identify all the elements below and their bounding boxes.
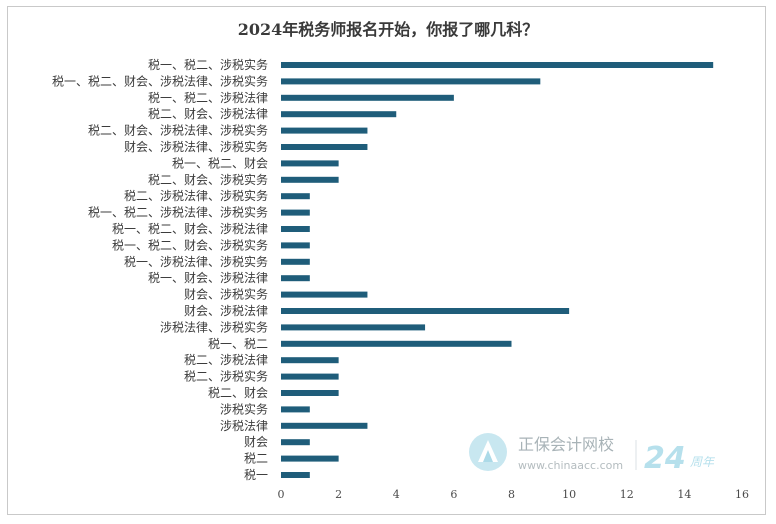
category-label: 税一 [244, 468, 268, 482]
bar [281, 357, 339, 364]
x-tick-label: 0 [278, 488, 285, 501]
bar [281, 422, 368, 429]
category-label: 税一、税二、财会 [172, 156, 268, 170]
bar [281, 291, 368, 298]
x-tick-label: 6 [450, 488, 457, 501]
chart-frame [7, 6, 766, 515]
bar [281, 472, 310, 478]
category-label: 财会、涉税法律 [184, 304, 268, 318]
category-label: 税一、税二、涉税法律 [148, 91, 268, 105]
bar [281, 258, 310, 265]
chinaacc-logo-icon [469, 433, 507, 471]
bar [281, 226, 310, 232]
watermark-anniv-text: 周年 [690, 455, 716, 469]
category-label: 税一、涉税法律、涉税实务 [124, 254, 268, 269]
category-label: 税二、财会、涉税实务 [148, 172, 268, 187]
category-label: 税二 [244, 452, 268, 466]
bar [281, 144, 368, 150]
x-tick-label: 8 [508, 488, 515, 501]
category-label: 税一、税二、涉税实务 [148, 57, 268, 72]
category-label: 税一、税二、财会、涉税法律、涉税实务 [52, 73, 268, 88]
category-label: 税一、财会、涉税法律 [148, 271, 268, 285]
x-tick-label: 16 [735, 488, 749, 501]
bar [281, 111, 397, 118]
category-label: 涉税法律 [220, 419, 268, 433]
category-labels: 税一、税二、涉税实务税一、税二、财会、涉税法律、涉税实务税一、税二、涉税法律税二… [52, 57, 268, 482]
x-tick-label: 10 [562, 488, 576, 501]
category-label: 涉税法律、涉税实务 [160, 319, 268, 334]
category-label: 财会、涉税实务 [184, 287, 268, 302]
x-tick-label: 12 [620, 488, 634, 501]
chart-title: 2024年税务师报名开始，你报了哪几科？ [237, 20, 539, 39]
bar [281, 390, 339, 396]
x-tick-label: 14 [677, 488, 691, 501]
watermark: 正保会计网校 www.chinaacc.com 24 周年 [469, 433, 716, 476]
x-axis-ticks: 0 2 4 6 8 10 12 14 16 [278, 488, 750, 501]
bar [281, 242, 310, 249]
bar [281, 406, 310, 413]
bar [281, 275, 310, 282]
x-tick-label: 4 [393, 488, 400, 501]
category-label: 财会、涉税法律、涉税实务 [124, 139, 268, 154]
category-label: 税一、税二、财会、涉税法律 [112, 222, 268, 236]
bar [281, 324, 426, 331]
bar [281, 62, 714, 68]
bar [281, 193, 310, 200]
bar [281, 127, 368, 134]
watermark-name: 正保会计网校 [518, 435, 614, 454]
category-label: 税一、税二、涉税法律、涉税实务 [88, 205, 268, 220]
category-label: 涉税实务 [220, 401, 268, 416]
bar [281, 160, 339, 167]
bar [281, 94, 454, 101]
category-label: 税二、涉税法律 [184, 353, 268, 367]
category-label: 税二、财会、涉税法律、涉税实务 [88, 123, 268, 138]
category-label: 税二、涉税法律、涉税实务 [124, 188, 268, 203]
bar [281, 209, 310, 216]
bar [281, 439, 310, 446]
category-label: 税二、财会 [208, 386, 268, 400]
category-label: 税二、涉税实务 [184, 369, 268, 384]
category-label: 税一、税二 [208, 337, 268, 351]
bar [281, 308, 570, 314]
category-label: 财会 [244, 435, 268, 449]
bar [281, 78, 541, 85]
category-label: 税二、财会、涉税法律 [148, 107, 268, 121]
bar [281, 373, 339, 380]
bar [281, 176, 339, 183]
watermark-anniv-number: 24 [644, 441, 686, 476]
x-tick-label: 2 [335, 488, 342, 501]
bars-layer [281, 62, 714, 478]
category-label: 税一、税二、财会、涉税实务 [112, 237, 268, 252]
watermark-url: www.chinaacc.com [518, 459, 623, 472]
bar [281, 340, 512, 347]
bar [281, 455, 339, 462]
